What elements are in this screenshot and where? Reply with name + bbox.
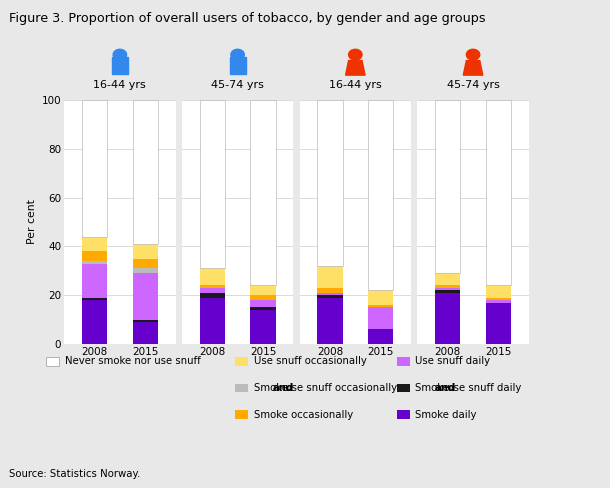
Bar — [368, 305, 393, 307]
Bar — [486, 100, 511, 285]
Text: Smoke occasionally: Smoke occasionally — [254, 410, 353, 420]
Bar — [82, 100, 107, 237]
Bar — [250, 295, 276, 300]
Bar — [250, 285, 276, 295]
Bar — [199, 100, 225, 268]
Bar — [82, 261, 107, 264]
Bar — [199, 285, 225, 288]
Bar — [82, 251, 107, 261]
Bar — [199, 268, 225, 285]
Bar — [368, 100, 393, 290]
Bar — [317, 100, 343, 266]
Bar — [132, 259, 158, 268]
Bar — [132, 244, 158, 259]
Bar — [317, 298, 343, 344]
Bar — [435, 100, 461, 273]
Text: Smoke daily: Smoke daily — [415, 410, 477, 420]
Bar — [435, 285, 461, 288]
Bar — [368, 329, 393, 344]
Text: use snuff daily: use snuff daily — [444, 383, 522, 393]
Y-axis label: Per cent: Per cent — [27, 200, 37, 244]
Bar — [486, 300, 511, 303]
Bar — [132, 100, 158, 244]
Bar — [486, 298, 511, 300]
Text: 16-44 yrs: 16-44 yrs — [329, 81, 382, 90]
Text: Figure 3. Proportion of overall users of tobacco, by gender and age groups: Figure 3. Proportion of overall users of… — [9, 12, 486, 25]
Bar — [435, 290, 461, 293]
Bar — [317, 266, 343, 288]
Bar — [250, 100, 276, 285]
Text: 45-74 yrs: 45-74 yrs — [447, 81, 500, 90]
Text: Smoke: Smoke — [254, 383, 291, 393]
Bar — [368, 307, 393, 329]
Bar — [250, 307, 276, 310]
Bar — [82, 237, 107, 251]
Text: Use snuff daily: Use snuff daily — [415, 356, 490, 366]
Bar — [82, 300, 107, 344]
Text: Never smoke nor use snuff: Never smoke nor use snuff — [65, 356, 201, 366]
Bar — [250, 300, 276, 307]
Bar — [368, 290, 393, 305]
Bar — [435, 273, 461, 285]
Bar — [199, 288, 225, 293]
Bar — [435, 293, 461, 344]
Text: use snuff occasionally: use snuff occasionally — [282, 383, 398, 393]
Bar — [486, 285, 511, 298]
Text: 16-44 yrs: 16-44 yrs — [93, 81, 146, 90]
Text: and: and — [273, 383, 294, 393]
Bar — [435, 288, 461, 290]
Bar — [199, 293, 225, 298]
Bar — [132, 268, 158, 273]
Bar — [132, 320, 158, 322]
Bar — [317, 295, 343, 298]
Text: Source: Statistics Norway.: Source: Statistics Norway. — [9, 469, 140, 479]
Bar — [317, 288, 343, 293]
Bar — [199, 298, 225, 344]
Bar — [486, 303, 511, 344]
Text: Smoke: Smoke — [415, 383, 453, 393]
Text: 45-74 yrs: 45-74 yrs — [211, 81, 264, 90]
Bar — [317, 293, 343, 295]
Bar — [132, 322, 158, 344]
Text: Use snuff occasionally: Use snuff occasionally — [254, 356, 367, 366]
Text: and: and — [434, 383, 456, 393]
Bar — [250, 310, 276, 344]
Bar — [132, 273, 158, 320]
Bar — [82, 264, 107, 298]
Bar — [82, 298, 107, 300]
